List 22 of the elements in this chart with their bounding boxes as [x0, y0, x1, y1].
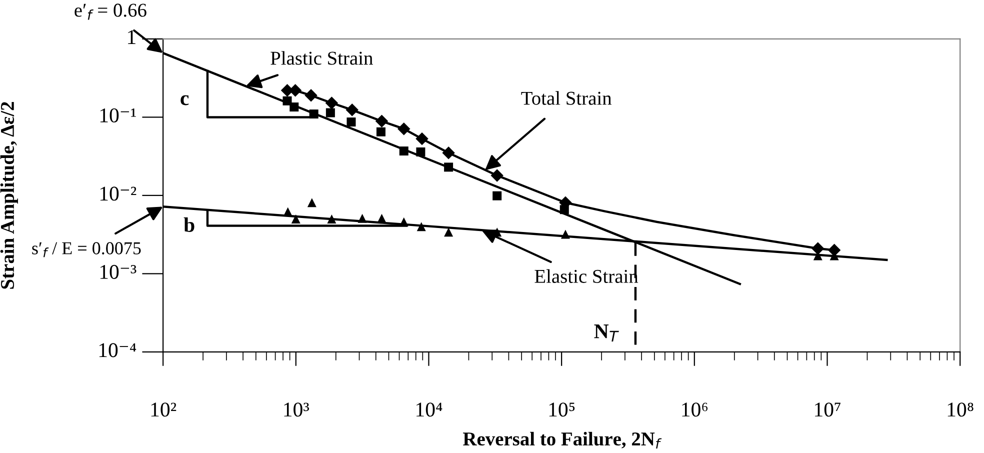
- y-tick-label: 10⁻³: [100, 264, 136, 279]
- y-tick-label: 10⁻⁴: [99, 343, 136, 358]
- annotation: Total Strain: [521, 91, 612, 105]
- annotation: s′$_{f}$ / E = 0.0075: [32, 242, 141, 258]
- y-tick-label: 10⁻²: [100, 186, 136, 201]
- x-tick-label: 10³: [284, 402, 310, 417]
- x-tick-label: 10⁸: [948, 402, 974, 417]
- x-tick-label: 10⁶: [682, 402, 708, 417]
- annotation: b: [184, 217, 194, 232]
- annotation: c: [180, 95, 189, 106]
- annotation: Elastic Strain: [534, 269, 638, 283]
- annotation: N$_{T}$: [594, 324, 619, 342]
- annotation: e′$_{f}$ = 0.66: [74, 4, 146, 20]
- y-tick-label: 1: [128, 30, 136, 44]
- x-tick-label: 10²: [151, 402, 176, 417]
- annotation: Plastic Strain: [270, 51, 373, 65]
- x-tick-label: 10⁴: [416, 402, 442, 417]
- y-axis-title: Strain Amplitude, Δε/2: [0, 102, 18, 289]
- x-axis-title: Reversal to Failure, 2N$_{f}$: [463, 432, 662, 449]
- x-tick-label: 10⁵: [549, 402, 575, 417]
- x-tick-label: 10⁷: [815, 402, 840, 417]
- y-tick-label: 10⁻¹: [100, 108, 136, 122]
